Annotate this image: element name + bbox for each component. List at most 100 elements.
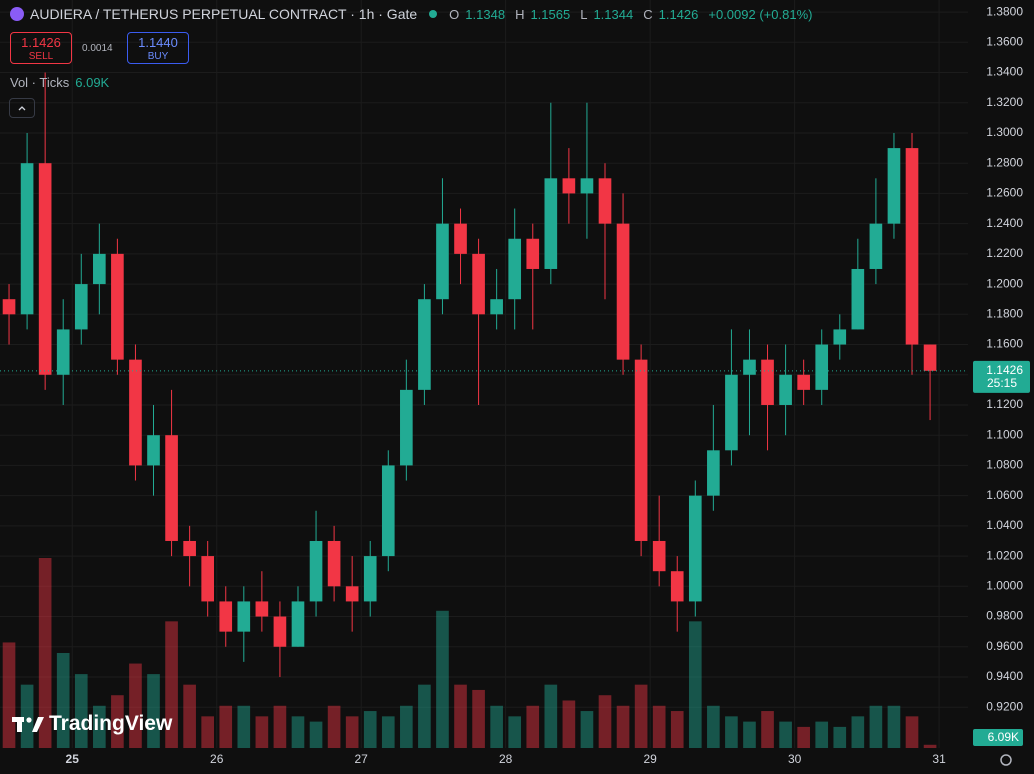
ohlc-value: 1.1348 [465,6,506,22]
candle-body [129,359,142,466]
volume-bar [688,621,702,748]
volume-legend-label: Vol · Ticks [10,75,70,90]
volume-bar [490,705,503,748]
volume-bar [327,705,341,748]
candle-body [400,389,413,466]
candle-body [526,238,540,269]
volume-bar [201,716,215,748]
volume-bar [580,711,594,748]
volume-bar [38,558,52,748]
volume-bar [923,744,937,748]
logo: TradingView [12,712,172,736]
candle-body [363,556,377,602]
volume-bar [74,674,88,748]
volume-bar [237,705,251,748]
y-tick-label: 1.2000 [986,276,1023,290]
candle-body [237,601,251,632]
candle-body [616,223,630,360]
x-tick-label: 31 [932,752,946,766]
candle-body [797,374,810,390]
volume-bar [869,705,883,748]
y-tick-label: 1.1000 [986,427,1023,441]
candle-body [436,223,449,300]
candle-body [93,253,106,285]
y-tick-label: 1.3000 [986,125,1023,139]
volume-bar [652,705,666,748]
volume-bar [400,705,413,748]
candle-body [472,253,485,315]
y-tick-label: 0.9800 [986,609,1023,623]
volume-bar [345,716,359,748]
candle-body [869,223,883,269]
candle-body [165,435,178,541]
volume-pane [2,558,937,748]
candle-body [273,616,287,647]
candle-body [38,163,52,375]
buy-price: 1.1440 [138,35,178,50]
volume-bar [454,684,467,748]
y-tick-label: 1.1200 [986,397,1023,411]
candle-body [454,223,467,254]
sell-button[interactable]: 1.1426 SELL [10,32,72,64]
x-tick-label: 26 [210,752,224,766]
symbol-title[interactable]: AUDIERA / TETHERUS PERPETUAL CONTRACT · … [30,6,418,22]
candles [2,72,937,677]
candle-body [905,148,919,345]
candle-body [381,465,395,557]
candle-body [2,299,16,315]
x-tick-label: 30 [788,752,802,766]
y-tick-label: 1.0400 [986,518,1023,532]
volume-legend-value: 6.09K [75,75,110,90]
candle-body [309,540,323,602]
spread: 0.0014 [82,43,113,54]
volume-bar [20,684,34,748]
candle-body [923,344,937,371]
volume-bar [797,726,810,748]
logo-icon [12,717,44,732]
volume-bar [707,705,720,748]
candle-body [634,359,648,541]
symbol-icon [10,7,24,21]
ohlc-value: 1.1565 [530,6,571,22]
ohlc-key: L [580,6,588,22]
candle-body [490,299,503,315]
last-price-box [973,360,1030,393]
candle-body [291,601,305,647]
candle-body [779,374,792,405]
candle-body [743,359,756,375]
volume-bar [833,726,847,748]
candle-body [56,329,70,375]
volume-bar [93,705,106,748]
candle-body [147,435,160,466]
x-tick-label: 28 [499,752,513,766]
candle-body [544,178,558,269]
header: AUDIERA / TETHERUS PERPETUAL CONTRACT · … [10,6,816,22]
volume-bar [815,721,829,748]
candle-body [887,148,901,224]
candle-body [652,540,666,572]
collapse-button[interactable] [9,98,35,118]
y-tick-label: 1.3400 [986,65,1023,79]
ohlc-key: O [449,6,460,22]
volume-bar [291,716,305,748]
candle-body [255,601,269,617]
y-tick-label: 1.1600 [986,337,1023,351]
volume-bar [472,689,485,748]
volume-bar [309,721,323,748]
buy-label: BUY [147,51,169,62]
volume-bar [887,705,901,748]
sell-price: 1.1426 [21,35,61,50]
volume-bar [418,684,431,748]
buy-button[interactable]: 1.1440 BUY [127,32,189,64]
candle-body [670,571,684,602]
y-tick-label: 1.3200 [986,95,1023,109]
x-tick-label: 27 [355,752,369,766]
candle-body [74,284,88,330]
logo-text: TradingView [49,712,173,735]
volume-bar [851,716,865,748]
volume-label: 6.09K [988,730,1019,744]
ohlc-key: C [643,6,653,22]
volume-box [973,729,1023,746]
